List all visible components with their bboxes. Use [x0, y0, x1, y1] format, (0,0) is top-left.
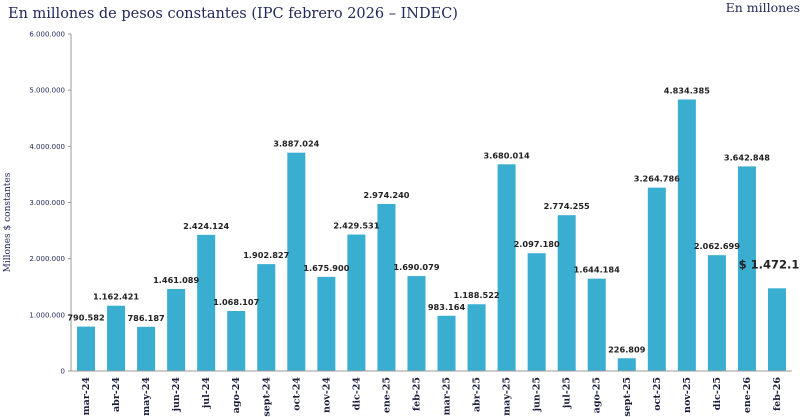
data-label: 1.644.184 [574, 265, 620, 275]
bar [317, 276, 336, 371]
y-tick-label: 5.000.000 [29, 87, 65, 95]
bars [77, 99, 786, 371]
x-tick-label: dic-25 [712, 377, 723, 410]
x-tick-label: mar-24 [81, 377, 92, 416]
y-tick-label: 2.000.000 [29, 255, 65, 263]
data-label: 4.834.385 [664, 85, 710, 95]
data-label: 1.675.900 [303, 263, 349, 273]
x-tick-label: jun-25 [532, 377, 543, 412]
corner-label: En millones [725, 0, 800, 15]
bar [197, 234, 216, 371]
x-tick-label: feb-25 [411, 377, 422, 411]
x-tick-label: jul-24 [201, 377, 212, 410]
data-label: 1.902.827 [243, 250, 289, 260]
y-tick-label: 6.000.000 [29, 31, 65, 39]
x-tick-label: ene-26 [742, 377, 753, 414]
bar [707, 255, 726, 371]
y-axis-label: Millones $ constantes [3, 172, 13, 272]
bar [737, 166, 756, 371]
bar [527, 253, 546, 371]
bar [437, 315, 456, 371]
data-label: $ 1.472.109 [739, 257, 800, 271]
data-label: 786.187 [127, 313, 165, 323]
x-tick-label: jul-25 [562, 377, 573, 409]
x-tick-label: oct-24 [291, 377, 302, 411]
bar [77, 326, 96, 371]
data-label: 983.164 [428, 302, 466, 312]
bar [557, 215, 576, 371]
data-label: 790.582 [67, 313, 104, 323]
bar [617, 358, 636, 371]
data-label: 1.068.107 [213, 297, 259, 307]
x-tick-label: abr-24 [111, 377, 122, 412]
x-tick-label: ago-25 [592, 377, 603, 413]
bar [407, 276, 426, 371]
bar [167, 288, 186, 371]
data-label: 2.774.255 [544, 201, 590, 211]
bar [377, 203, 396, 371]
data-label: 1.690.079 [393, 262, 439, 272]
y-tick-label: 1.000.000 [29, 311, 65, 319]
x-tick-label: mar-25 [442, 377, 453, 415]
bar [287, 152, 306, 371]
data-labels: 790.582 1.162.421 786.187 1.461.089 2.424.12… [67, 85, 800, 354]
bar [257, 264, 276, 371]
x-tick-label: ago-24 [231, 377, 242, 414]
data-label: 2.062.699 [694, 241, 740, 251]
x-tick-label: nov-25 [682, 377, 693, 413]
data-label: 1.461.089 [153, 275, 199, 285]
data-label: 3.642.848 [724, 152, 770, 162]
y-axis: 0 1.000.000 2.000.000 3.000.000 4.000.000 5.0… [29, 31, 72, 376]
data-label: 1.162.421 [93, 292, 139, 302]
data-label: 3.680.014 [484, 150, 530, 160]
x-axis: mar-24 abr-24 may-24 jun-24 jul-24 ago-24 sept… [71, 370, 792, 417]
x-tick-label: may-24 [141, 377, 152, 416]
x-tick-label: oct-25 [652, 377, 663, 411]
bar [467, 304, 486, 371]
bar [227, 311, 246, 371]
bar [497, 164, 516, 371]
x-tick-label: abr-25 [472, 377, 483, 412]
data-label: 2.097.180 [514, 239, 560, 249]
bar [647, 187, 666, 371]
bar [107, 305, 126, 371]
x-tick-label: feb-26 [772, 377, 783, 411]
bar [677, 99, 696, 371]
y-tick-label: 4.000.000 [29, 143, 65, 151]
x-tick-label: nov-24 [321, 377, 332, 413]
bar [347, 234, 366, 371]
x-tick-label: sept-25 [622, 377, 633, 417]
data-label: 1.188.522 [454, 290, 500, 300]
y-tick-label: 0 [61, 368, 65, 376]
x-tick-label: sept-24 [261, 377, 272, 417]
chart-title: En millones de pesos constantes (IPC feb… [8, 6, 458, 22]
bar [587, 278, 606, 371]
y-tick-label: 3.000.000 [29, 199, 65, 207]
data-label: 226.809 [608, 344, 646, 354]
data-label: 3.887.024 [273, 139, 319, 149]
x-tick-label: ene-25 [381, 377, 392, 413]
x-tick-label: jun-24 [171, 377, 182, 413]
x-tick-label: dic-24 [351, 377, 362, 411]
bar [767, 288, 786, 371]
data-label: 3.264.786 [634, 174, 680, 184]
data-label: 2.424.124 [183, 221, 229, 231]
x-tick-label: may-25 [502, 377, 513, 416]
data-label: 2.429.531 [333, 221, 379, 231]
bar [137, 326, 156, 371]
data-label: 2.974.240 [363, 190, 409, 200]
